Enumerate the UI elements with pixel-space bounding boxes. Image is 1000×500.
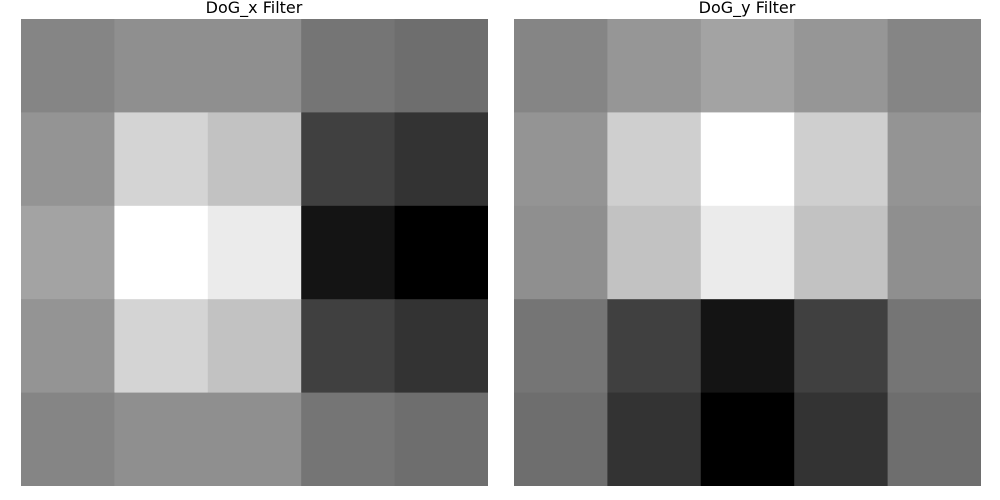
dog-x-cell-r4-c0	[21, 392, 115, 486]
dog-y-cell-r3-c2	[700, 299, 795, 394]
dog-x-cell-r0-c4	[394, 19, 488, 113]
dog-x-cell-r1-c1	[114, 112, 209, 207]
dog-x-cell-r0-c1	[114, 19, 209, 113]
dog-y-cell-r4-c0	[514, 392, 608, 486]
dog-y-cell-r1-c4	[887, 112, 981, 207]
dog-y-cell-r1-c2	[700, 112, 795, 207]
dog-y-heatmap	[514, 19, 981, 486]
dog-y-cell-r0-c1	[607, 19, 702, 113]
dog-x-cell-r1-c0	[21, 112, 115, 207]
dog-x-cell-r2-c2	[207, 205, 302, 300]
dog-y-cell-r4-c1	[607, 392, 702, 486]
dog-x-cell-r4-c4	[394, 392, 488, 486]
dog-y-cell-r2-c0	[514, 205, 608, 300]
dog-x-cell-r1-c3	[301, 112, 396, 207]
dog-x-cell-r3-c4	[394, 299, 488, 394]
dog-y-title: DoG_y Filter	[698, 0, 796, 17]
dog-y-cell-r3-c4	[887, 299, 981, 394]
dog-x-cell-r4-c3	[301, 392, 396, 486]
dog-x-cell-r0-c3	[301, 19, 396, 113]
dog-x-cell-r3-c0	[21, 299, 115, 394]
dog-y-cell-r0-c3	[794, 19, 889, 113]
dog-y-cell-r1-c3	[794, 112, 889, 207]
dog-x-title: DoG_x Filter	[205, 0, 303, 17]
dog-x-cell-r2-c3	[301, 205, 396, 300]
dog-y-cell-r4-c4	[887, 392, 981, 486]
dog-x-cell-r3-c2	[207, 299, 302, 394]
dog-x-cell-r2-c4	[394, 205, 488, 300]
dog-y-cell-r3-c0	[514, 299, 608, 394]
dog-y-cell-r2-c1	[607, 205, 702, 300]
dog-x-cell-r4-c2	[207, 392, 302, 486]
dog-y-cell-r2-c4	[887, 205, 981, 300]
dog-x-cell-r0-c2	[207, 19, 302, 113]
dog-y-cell-r1-c0	[514, 112, 608, 207]
dog-y-cell-r0-c0	[514, 19, 608, 113]
dog-x-cell-r0-c0	[21, 19, 115, 113]
dog-y-cell-r0-c2	[700, 19, 795, 113]
dog-x-cell-r3-c3	[301, 299, 396, 394]
dog-x-heatmap	[21, 19, 488, 486]
dog-x-cell-r2-c1	[114, 205, 209, 300]
dog-y-cell-r2-c2	[700, 205, 795, 300]
dog-x-cell-r2-c0	[21, 205, 115, 300]
dog-y-cell-r3-c1	[607, 299, 702, 394]
dog-y-cell-r4-c2	[700, 392, 795, 486]
dog-x-cell-r1-c4	[394, 112, 488, 207]
dog-y-cell-r0-c4	[887, 19, 981, 113]
dog-x-cell-r1-c2	[207, 112, 302, 207]
dog-y-cell-r1-c1	[607, 112, 702, 207]
dog-x-cell-r4-c1	[114, 392, 209, 486]
dog-y-cell-r4-c3	[794, 392, 889, 486]
dog-y-cell-r2-c3	[794, 205, 889, 300]
dog-y-cell-r3-c3	[794, 299, 889, 394]
dog-x-cell-r3-c1	[114, 299, 209, 394]
